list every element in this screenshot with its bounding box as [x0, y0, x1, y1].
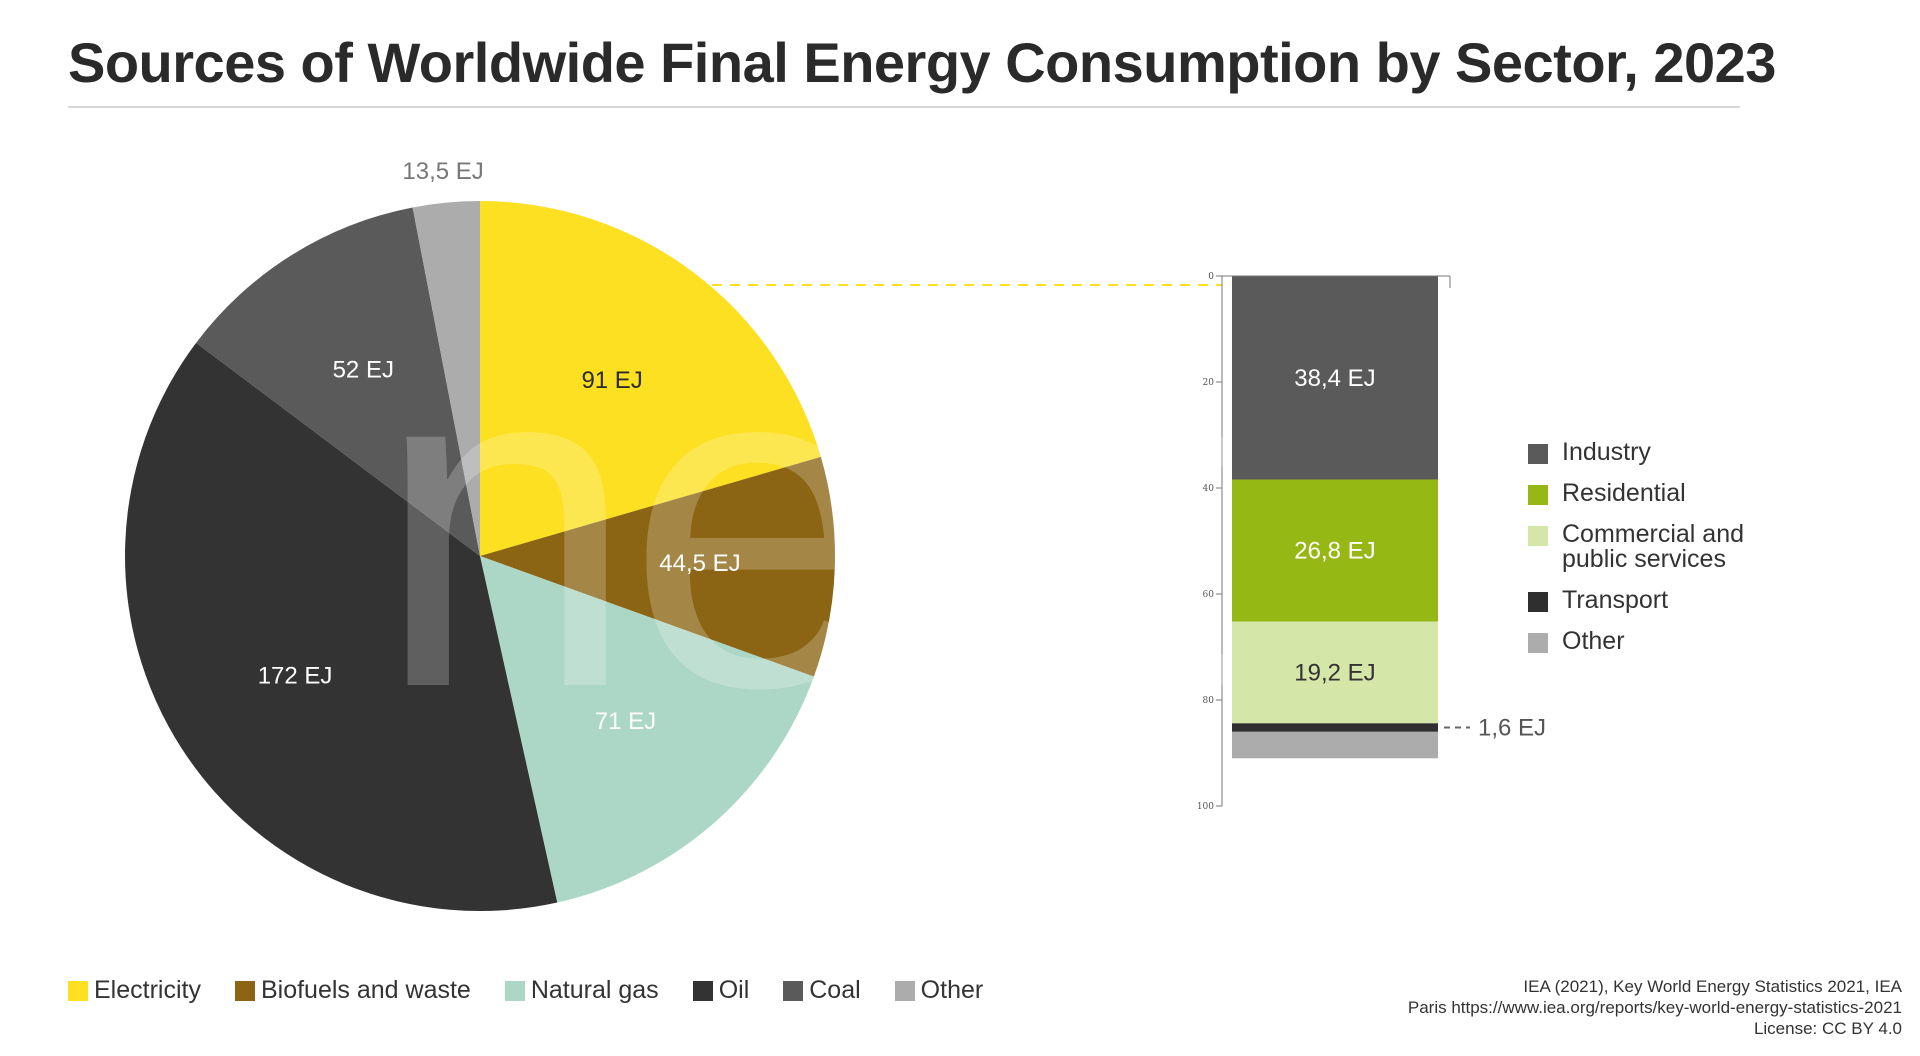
sector-legend-industry: Industry	[1528, 440, 1762, 465]
pie-slice-coal	[196, 207, 480, 556]
legend-label: Other	[1562, 627, 1625, 655]
legend-swatch	[1528, 526, 1548, 546]
legend-label: Industry	[1562, 438, 1651, 466]
bar-data-label: 1,6 EJ	[1478, 715, 1546, 742]
y-tick-label: 80	[1203, 696, 1215, 706]
sector-legend-other: Other	[1528, 629, 1762, 654]
bar-segment-transport	[1232, 723, 1438, 732]
legend-swatch	[692, 980, 713, 1001]
pie-data-label: 91 EJ	[581, 367, 642, 394]
legend-swatch	[234, 980, 255, 1001]
legend-swatch	[1528, 633, 1548, 653]
legend-swatch	[1528, 444, 1548, 464]
pie-data-label: 44,5 EJ	[659, 550, 740, 577]
pie-data-label: 13,5 EJ	[402, 158, 483, 185]
y-tick-label: 60	[1203, 590, 1215, 600]
y-tick-label: 100	[1197, 802, 1214, 812]
bar-data-label: 38,4 EJ	[1294, 365, 1375, 392]
legend-item-coal: Coal	[783, 976, 861, 1005]
sector-legend-residential: Residential	[1528, 481, 1762, 506]
pie-data-label: 172 EJ	[258, 662, 333, 689]
legend-swatch	[1528, 485, 1548, 505]
pie-data-label: 52 EJ	[333, 356, 394, 383]
legend-label: Transport	[1562, 586, 1669, 614]
bar-segment-other	[1232, 731, 1438, 759]
pie-slice-oil	[125, 342, 558, 911]
source-citation: IEA (2021), Key World Energy Statistics …	[1408, 976, 1902, 1039]
pie-slice-natural-gas	[480, 556, 814, 903]
source-line: IEA (2021), Key World Energy Statistics …	[1523, 977, 1902, 996]
sector-legend-transport: Transport	[1528, 588, 1762, 613]
legend-label: Residential	[1562, 479, 1686, 507]
sector-legend: Industry Residential Commercial and publ…	[1528, 440, 1762, 670]
legend-label: Oil	[718, 976, 750, 1004]
y-tick-label: 20	[1203, 378, 1215, 388]
bar-data-label: 19,2 EJ	[1294, 659, 1375, 686]
source-line: Paris https://www.iea.org/reports/key-wo…	[1407, 998, 1902, 1017]
legend-item-natural-gas: Natural gas	[504, 976, 659, 1005]
pie-slice-electricity	[480, 201, 821, 556]
pie-chart: 91 EJ 44,5 EJ 71 EJ 172 EJ 52 EJ 13,5 EJ	[125, 158, 835, 911]
legend-label: Biofuels and waste	[260, 976, 471, 1004]
pie-data-label: 71 EJ	[595, 708, 656, 735]
pie-slice-biofuels	[480, 456, 835, 677]
legend-swatch	[894, 980, 915, 1001]
legend-swatch	[504, 980, 525, 1001]
legend-label: Electricity	[94, 976, 201, 1004]
legend-swatch	[1528, 592, 1548, 612]
pie-legend: Electricity Biofuels and waste Natural g…	[68, 976, 983, 1005]
watermark-logo: next	[375, 260, 1235, 785]
legend-label: Other	[920, 976, 984, 1004]
legend-item-biofuels: Biofuels and waste	[234, 976, 471, 1005]
stacked-bar-chart: 38,4 EJ 26,8 EJ 19,2 EJ 1,6 EJ 0 20 40 60 80 100	[712, 272, 1546, 812]
y-tick-label: 0	[1208, 272, 1214, 282]
legend-swatch	[68, 980, 88, 1001]
y-tick-label: 40	[1203, 484, 1215, 494]
legend-label: Coal	[809, 976, 861, 1004]
bar-data-label: 26,8 EJ	[1294, 538, 1375, 565]
pie-slice-other	[412, 201, 480, 556]
legend-item-electricity: Electricity	[68, 976, 201, 1005]
legend-item-oil: Oil	[692, 976, 750, 1005]
legend-swatch	[783, 980, 804, 1001]
legend-label: Commercial and public services	[1562, 520, 1745, 573]
bar-segment-residential	[1232, 479, 1438, 622]
title-divider	[68, 106, 1740, 108]
page-title: Sources of Worldwide Final Energy Consum…	[68, 31, 1776, 94]
bar-segment-commercial	[1232, 621, 1438, 724]
legend-item-other: Other	[894, 976, 984, 1005]
bar-segment-industry	[1232, 276, 1438, 480]
legend-label: Natural gas	[530, 976, 659, 1004]
source-line: License: CC BY 4.0	[1753, 1019, 1902, 1038]
sector-legend-commercial: Commercial and public services	[1528, 522, 1762, 572]
